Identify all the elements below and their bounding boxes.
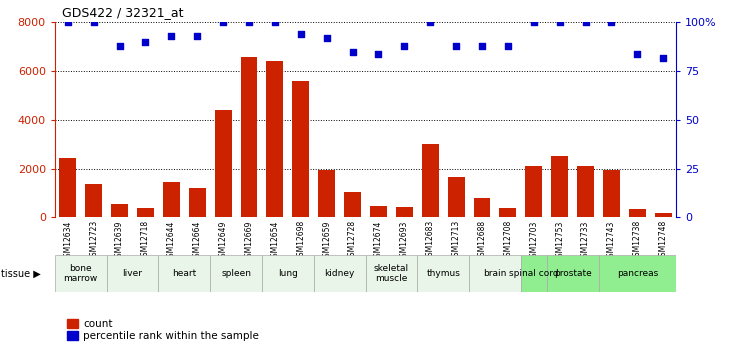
Point bbox=[140, 39, 151, 45]
Point bbox=[269, 20, 281, 25]
Text: skeletal
muscle: skeletal muscle bbox=[374, 264, 409, 283]
Point bbox=[62, 20, 74, 25]
Point bbox=[605, 20, 617, 25]
Bar bbox=[655, 213, 672, 217]
Point bbox=[165, 33, 177, 39]
Text: spinal cord: spinal cord bbox=[509, 269, 558, 278]
Point bbox=[243, 20, 255, 25]
Bar bbox=[137, 208, 154, 217]
Text: thymus: thymus bbox=[426, 269, 460, 278]
Bar bbox=[267, 61, 284, 217]
Bar bbox=[417, 255, 469, 292]
Bar bbox=[314, 255, 366, 292]
Bar bbox=[521, 255, 547, 292]
Bar bbox=[447, 177, 464, 217]
Bar bbox=[366, 255, 417, 292]
Bar bbox=[111, 204, 128, 217]
Bar bbox=[163, 182, 180, 217]
Point bbox=[502, 43, 514, 49]
Text: heart: heart bbox=[172, 269, 197, 278]
Point bbox=[657, 55, 669, 60]
Text: GDS422 / 32321_at: GDS422 / 32321_at bbox=[62, 6, 183, 19]
Text: brain: brain bbox=[483, 269, 507, 278]
Point bbox=[476, 43, 488, 49]
Point bbox=[580, 20, 591, 25]
Point bbox=[346, 49, 358, 55]
Text: tissue ▶: tissue ▶ bbox=[1, 268, 41, 278]
Bar bbox=[577, 166, 594, 217]
Bar bbox=[215, 110, 232, 217]
Text: pancreas: pancreas bbox=[617, 269, 658, 278]
Bar bbox=[59, 158, 76, 217]
Bar bbox=[211, 255, 262, 292]
Text: lung: lung bbox=[278, 269, 298, 278]
Point bbox=[398, 43, 410, 49]
Bar bbox=[469, 255, 520, 292]
Text: liver: liver bbox=[123, 269, 143, 278]
Bar bbox=[599, 255, 676, 292]
Point bbox=[528, 20, 539, 25]
Bar bbox=[292, 81, 309, 217]
Text: spleen: spleen bbox=[221, 269, 251, 278]
Bar bbox=[159, 255, 211, 292]
Point bbox=[373, 51, 385, 56]
Bar bbox=[55, 255, 107, 292]
Bar bbox=[526, 166, 542, 217]
Bar bbox=[603, 170, 620, 217]
Bar bbox=[629, 209, 645, 217]
Point bbox=[295, 31, 306, 37]
Point bbox=[114, 43, 126, 49]
Bar bbox=[396, 207, 413, 217]
Point bbox=[554, 20, 566, 25]
Bar bbox=[344, 192, 361, 217]
Bar bbox=[547, 255, 599, 292]
Bar bbox=[107, 255, 159, 292]
Legend: count, percentile rank within the sample: count, percentile rank within the sample bbox=[67, 319, 259, 341]
Bar bbox=[240, 57, 257, 217]
Bar bbox=[499, 208, 516, 217]
Point bbox=[425, 20, 436, 25]
Text: prostate: prostate bbox=[554, 269, 591, 278]
Bar bbox=[86, 185, 102, 217]
Bar bbox=[189, 188, 205, 217]
Bar bbox=[474, 198, 491, 217]
Point bbox=[632, 51, 643, 56]
Point bbox=[217, 20, 229, 25]
Bar bbox=[422, 144, 439, 217]
Point bbox=[88, 20, 99, 25]
Text: kidney: kidney bbox=[325, 269, 355, 278]
Point bbox=[192, 33, 203, 39]
Point bbox=[321, 35, 333, 41]
Text: bone
marrow: bone marrow bbox=[64, 264, 98, 283]
Bar bbox=[262, 255, 314, 292]
Bar bbox=[551, 156, 568, 217]
Bar bbox=[370, 206, 387, 217]
Point bbox=[450, 43, 462, 49]
Bar bbox=[318, 170, 335, 217]
